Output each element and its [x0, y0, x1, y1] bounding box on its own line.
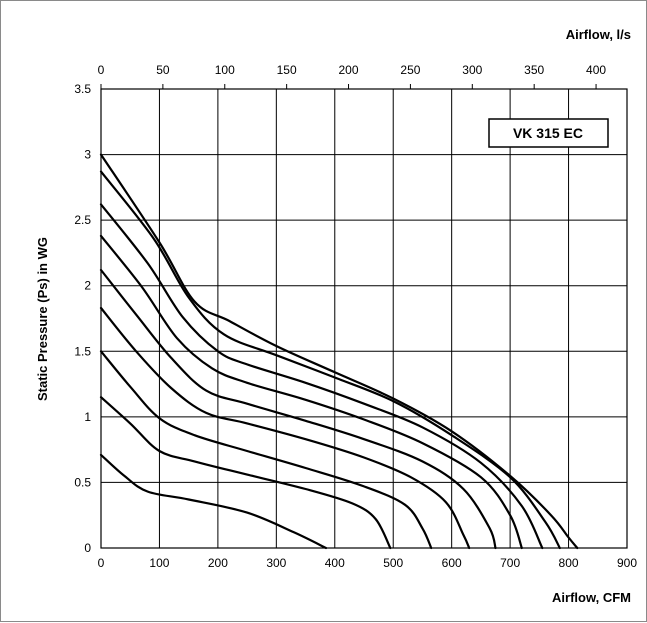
performance-curve-5	[99, 268, 497, 550]
top-x-axis-title: Airflow, l/s	[566, 27, 631, 42]
x-tick-label: 500	[383, 556, 403, 570]
y-axis-title: Static Pressure (Ps) in WG	[35, 237, 50, 401]
bottom-x-axis-title: Airflow, CFM	[552, 590, 631, 605]
performance-curve-7	[99, 203, 544, 550]
top-x-tick-label: 50	[156, 63, 170, 77]
plot-area	[100, 88, 628, 549]
top-x-tick-label: 300	[462, 63, 482, 77]
performance-curves	[99, 153, 579, 550]
y-tick-label: 3.5	[74, 82, 91, 96]
performance-curve-4	[99, 306, 471, 550]
x-tick-label: 400	[325, 556, 345, 570]
performance-curve-3	[99, 350, 433, 550]
y-tick-label: 1.5	[74, 344, 91, 358]
y-tick-label: 2.5	[74, 213, 91, 227]
performance-curve-8	[99, 170, 561, 550]
model-box	[488, 118, 609, 148]
grid	[100, 84, 628, 549]
y-tick-label: 0.5	[74, 475, 91, 489]
y-tick-label: 0	[84, 541, 91, 555]
x-tick-label: 100	[149, 556, 169, 570]
performance-curve-1	[99, 453, 328, 550]
y-tick-label: 1	[84, 410, 91, 424]
performance-curve-9	[99, 153, 579, 550]
top-x-tick-label: 400	[586, 63, 606, 77]
model-label: VK 315 EC	[513, 125, 583, 141]
performance-curve-6	[99, 234, 523, 550]
top-x-tick-label: 0	[98, 63, 105, 77]
top-x-tick-label: 250	[400, 63, 420, 77]
x-tick-label: 800	[559, 556, 579, 570]
model-label-box: VK 315 EC	[488, 118, 609, 148]
y-tick-label: 2	[84, 279, 91, 293]
top-x-tick-label: 100	[215, 63, 235, 77]
x-tick-label: 0	[98, 556, 105, 570]
x-tick-label: 300	[266, 556, 286, 570]
top-x-tick-label: 350	[524, 63, 544, 77]
x-tick-label: 200	[208, 556, 228, 570]
x-tick-label: 900	[617, 556, 637, 570]
x-tick-label: 700	[500, 556, 520, 570]
performance-curve-2	[99, 396, 392, 550]
y-tick-label: 3	[84, 148, 91, 162]
top-x-tick-label: 150	[277, 63, 297, 77]
x-tick-label: 600	[442, 556, 462, 570]
top-x-tick-label: 200	[339, 63, 359, 77]
